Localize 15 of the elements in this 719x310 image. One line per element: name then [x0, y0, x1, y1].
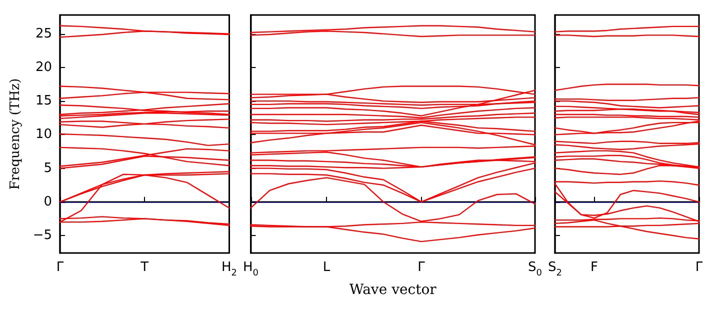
- x-tick-label: F: [590, 260, 598, 275]
- x-tick-label: T: [140, 260, 149, 275]
- y-axis-title: Frequency (THz): [8, 78, 23, 190]
- y-tick-label: 0: [44, 194, 52, 210]
- x-tick-label: L: [322, 260, 331, 275]
- y-tick-label: 5: [44, 160, 52, 176]
- y-tick-label: −5: [32, 228, 52, 244]
- x-tick-label: Γ: [695, 260, 704, 275]
- y-tick-label: 10: [35, 127, 52, 142]
- x-axis-title: Wave vector: [349, 282, 437, 298]
- y-tick-label: 15: [35, 94, 52, 109]
- x-tick-label: Γ: [418, 260, 426, 275]
- x-tick-label: Γ: [56, 260, 64, 275]
- y-tick-label: 20: [35, 60, 52, 75]
- y-tick-label: 25: [35, 26, 52, 42]
